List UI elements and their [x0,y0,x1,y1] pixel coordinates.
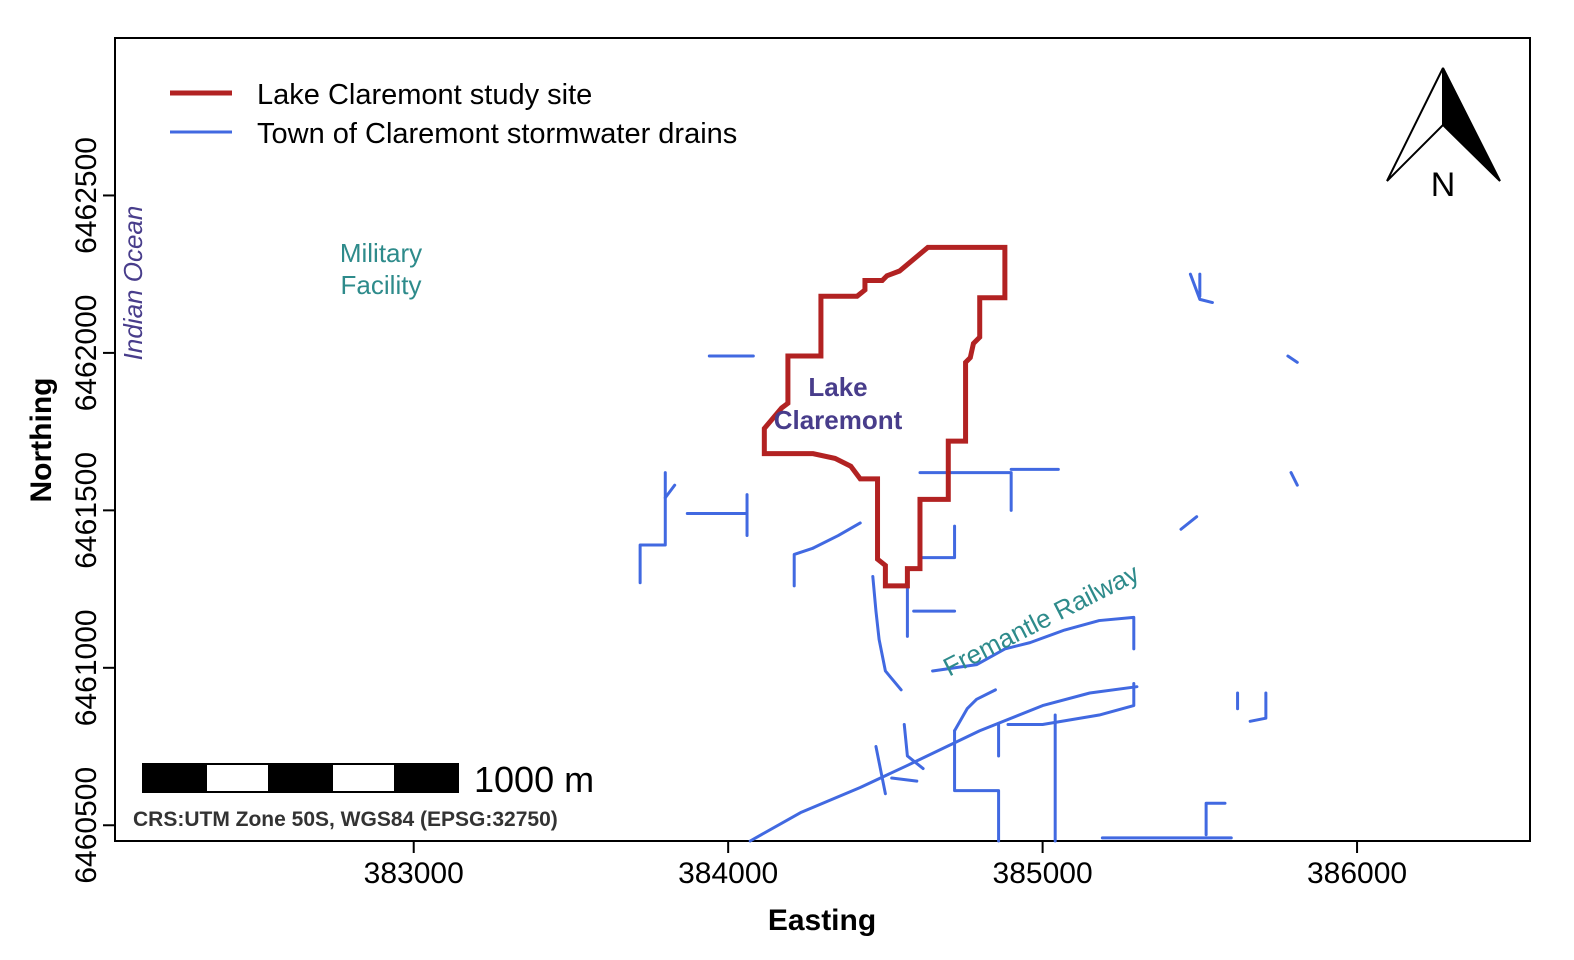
study-site-layer [761,244,1008,589]
x-tick-label-4: 386000 [1307,857,1407,890]
x-tick-label-2: 384000 [678,857,778,890]
legend-item-drains: Town of Claremont stormwater drains [170,118,737,150]
study-site-boundary[interactable] [761,244,1008,589]
scale-bar-segment-1 [142,763,207,793]
x-axis: 383000 384000 385000 386000 [364,841,1407,890]
drain-line-26 [1179,515,1199,531]
y-tick-label-4: 6462000 [70,295,103,412]
y-tick-label-3: 6461500 [70,452,103,569]
map-frame [114,37,1531,842]
drain-line-27 [1188,272,1214,305]
drain-line-5 [902,722,925,771]
drain-line-7 [918,524,957,560]
drain-line-30 [1289,471,1299,487]
legend-label-study-site: Lake Claremont study site [257,79,592,111]
scale-bar-segment-3 [268,763,333,793]
drain-line-14 [1006,682,1136,726]
x-tick-label-1: 383000 [364,857,464,890]
military-facility-label-line2: Facility [341,270,422,300]
drain-line-24 [874,745,887,796]
north-arrow-right-half-icon [1442,67,1501,182]
crs-note: CRS:UTM Zone 50S, WGS84 (EPSG:32750) [133,808,558,831]
legend-label-drains: Town of Claremont stormwater drains [257,118,737,150]
scale-bar-segment-2 [205,763,270,793]
drain-line-29 [1248,691,1268,723]
indian-ocean-label: Indian Ocean [118,206,148,361]
north-arrow-label: N [1431,166,1456,204]
y-axis-title: Northing [25,378,58,503]
drain-line-31 [1286,354,1299,364]
drain-line-11 [931,615,1136,673]
x-axis-title: Easting [768,904,876,937]
drain-line-12 [953,688,997,733]
scale-bar-label: 1000 m [474,759,594,800]
scale-bar-segment-4 [331,763,396,793]
drain-line-1 [748,685,1139,843]
scale-bar: 1000 m [142,759,594,800]
lake-claremont-label-line2: Claremont [774,405,903,435]
drain-line-19 [638,471,667,585]
y-axis: 6460500 6461000 6461500 6462000 6462500 [70,137,115,884]
legend-item-study-site: Lake Claremont study site [170,79,592,111]
drain-line-3 [792,546,815,588]
drain-line-25 [890,776,919,783]
drain-line-4 [871,574,903,692]
drain-line-20 [663,483,677,500]
drain-line-17 [1204,801,1227,837]
lake-claremont-label-line1: Lake [808,372,867,402]
military-facility-label-line1: Military [340,238,422,268]
y-tick-label-2: 6461000 [70,609,103,726]
drain-line-2 [811,521,862,550]
x-tick-label-3: 385000 [993,857,1093,890]
y-tick-label-1: 6460500 [70,767,103,884]
scale-bar-segment-5 [394,763,459,793]
map-panel[interactable] [638,244,1299,843]
legend: Lake Claremont study site Town of Clarem… [170,79,737,150]
y-tick-label-5: 6462500 [70,137,103,254]
north-arrow: N [1386,67,1501,204]
drain-line-13 [953,729,1001,843]
